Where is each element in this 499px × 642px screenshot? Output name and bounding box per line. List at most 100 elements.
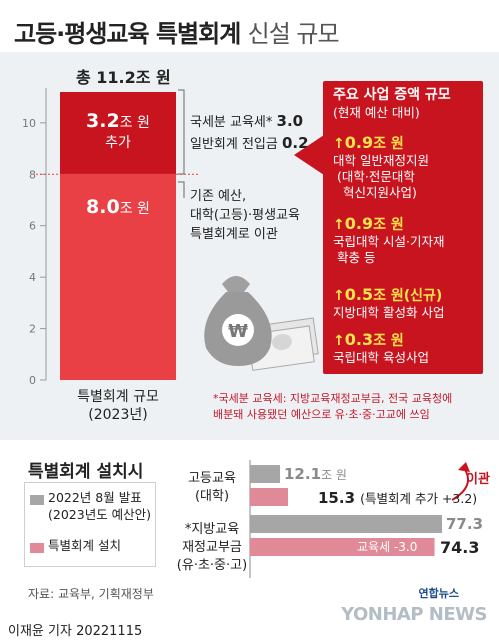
byline: 이재윤 기자 20221115 <box>8 624 143 639</box>
panel-item: ↑0.9조 원 국립대학 시설·기자재 확충 등 <box>333 214 444 266</box>
panel-amount-unit: 조 원(신규) <box>373 288 443 304</box>
group1-label-1: 고등교육 <box>188 471 236 486</box>
bottom-bar-label: 8.0조 원 <box>60 196 176 218</box>
bottom-unit: 조 원 <box>119 201 150 217</box>
panel-item-amount: ↑0.3조 원 <box>333 330 429 350</box>
g2-gray-bar <box>250 515 442 533</box>
g2-pink-value: 74.3 <box>440 538 480 557</box>
g1-gray-unit: 조 원 <box>321 468 347 482</box>
bar-segment-added <box>60 92 176 175</box>
add-line-1: 국세분 교육세* 3.0 <box>190 112 303 132</box>
legend-swatch-pink <box>30 543 44 553</box>
main-bar-chart: 0 2 4 6 8 10 <box>22 88 200 387</box>
logo-korean: 연합뉴스 <box>418 587 459 600</box>
panel-item-desc: 국립대학 시설·기자재 <box>333 234 445 249</box>
group2-label: *지방교육 재정교부금 (유·초·중·고) <box>174 521 250 575</box>
panel-item: ↑0.3조 원 국립대학 육성사업 <box>333 330 429 366</box>
panel-amount-unit: 조 원 <box>373 217 404 233</box>
top-caption: 추가 <box>105 135 131 151</box>
panel-title: 주요 사업 증액 규모 <box>333 87 451 103</box>
up-arrow-icon: ↑ <box>333 217 345 233</box>
bar-segment-base <box>60 174 176 380</box>
g1-pink-note: (특별회계 추가 +3.2) <box>360 491 478 506</box>
footnote-line-2: 배분돼 사용됐던 예산으로 유·초·중·고교에 쓰임 <box>213 408 430 421</box>
money-bag-icon: ₩ <box>204 276 319 371</box>
panel-amount-value: 0.5 <box>344 285 374 304</box>
panel-item-desc: 대학 일반재정지원 <box>333 153 429 168</box>
legend-label-2: 특별회계 설치 <box>48 538 121 553</box>
add-line1-value: 3.0 <box>276 112 304 130</box>
page-title: 고등·평생교육 특별회계 신설 규모 <box>14 14 340 49</box>
group2-label-2: 재정교부금 <box>182 540 242 555</box>
total-label: 총 11.2조 원 <box>76 68 171 87</box>
svg-text:₩: ₩ <box>228 321 248 342</box>
panel-amount-value: 0.9 <box>344 133 374 152</box>
base-line-1: 기존 예산, <box>190 189 247 204</box>
group1-label: 고등교육 (대학) <box>178 470 246 506</box>
y-tick-label: 10 <box>22 117 36 130</box>
legend-box <box>24 482 156 567</box>
panel-item: ↑0.5조 원(신규) 지방대학 활성화 사업 <box>333 285 444 321</box>
add-line-2: 일반회계 전입금 0.2 <box>190 134 309 154</box>
panel-item-desc: 지방대학 활성화 사업 <box>333 305 445 320</box>
panel-amount-value: 0.3 <box>344 330 374 349</box>
bottom-title: 특별회계 설치시 <box>28 462 144 482</box>
panel-item-desc: 혁신지원사업) <box>343 185 417 200</box>
g2-pink-inner: 교육세 -3.0 <box>357 540 418 554</box>
source-text: 자료: 교육부, 기획재정부 <box>28 587 154 601</box>
g2-gray-value: 77.3 <box>446 515 484 533</box>
panel-item-amount: ↑0.5조 원(신규) <box>333 285 444 305</box>
logo-english: YONHAP NEWS <box>341 604 487 625</box>
bracket-lines <box>178 89 185 198</box>
panel-amount-unit: 조 원 <box>373 136 404 152</box>
g1-gray-value: 12.1 <box>284 465 322 483</box>
add-line2-value: 0.2 <box>282 134 309 152</box>
g2-pink-bar <box>250 538 435 556</box>
up-arrow-icon: ↑ <box>333 333 345 349</box>
g1-gray-bar <box>250 465 281 483</box>
y-tick-label: 0 <box>29 374 36 387</box>
g1-gray-label: 12.1조 원 <box>284 464 347 483</box>
panel-subtitle: (현재 예산 대비) <box>333 105 420 120</box>
y-tick-label: 8 <box>29 168 36 181</box>
panel-item: ↑0.9조 원 대학 일반재정지원 (대학·전문대학 혁신지원사업) <box>333 133 429 201</box>
panel-item-desc: (대학·전문대학 <box>337 169 415 184</box>
panel-pointer <box>294 135 324 175</box>
horizontal-bars <box>250 465 442 556</box>
panel-item-desc: 국립대학 육성사업 <box>333 350 429 365</box>
transfer-label: 이관 <box>466 472 490 487</box>
legend-label-1a: 2022년 8월 발표 <box>48 490 142 505</box>
panel-amount-unit: 조 원 <box>373 333 404 349</box>
up-arrow-icon: ↑ <box>333 136 345 152</box>
bottom-amount: 8.0 <box>86 196 120 218</box>
top-amount: 3.2 <box>86 110 120 132</box>
footnote-line-1: *국세분 교육세: 지방교육재정교부금, 전국 교육청에 <box>213 392 453 405</box>
panel-item-amount: ↑0.9조 원 <box>333 214 444 234</box>
x-label-1: 특별회계 규모 <box>77 389 159 405</box>
g1-pink-label: 15.3 (특별회계 추가 +3.2) <box>318 488 477 507</box>
increase-panel <box>323 81 483 374</box>
top-unit: 조 원 <box>119 115 150 131</box>
y-axis: 0 2 4 6 8 10 <box>22 88 47 387</box>
panel-item-desc: 확충 등 <box>337 250 376 265</box>
y-tick-label: 6 <box>29 220 36 233</box>
add-line1-label: 국세분 교육세* <box>190 115 273 130</box>
y-tick-label: 4 <box>29 271 36 284</box>
title-main: 고등·평생교육 특별회계 <box>14 20 241 48</box>
bar-x-label: 특별회계 규모 (2023년) <box>60 388 176 424</box>
group2-label-1: *지방교육 <box>184 522 240 537</box>
y-tick-label: 2 <box>29 323 36 336</box>
group2-label-3: (유·초·중·고) <box>176 558 248 573</box>
up-arrow-icon: ↑ <box>333 288 345 304</box>
x-label-2: (2023년) <box>88 407 148 423</box>
top-bar-label: 3.2조 원 추가 <box>60 110 176 152</box>
g1-pink-bar <box>250 488 289 506</box>
base-line-3: 특별회계로 이관 <box>190 227 278 242</box>
panel-item-amount: ↑0.9조 원 <box>333 133 429 153</box>
stacked-bar <box>36 92 200 380</box>
legend-swatch-gray <box>30 495 44 505</box>
panel-amount-value: 0.9 <box>344 214 374 233</box>
group1-label-2: (대학) <box>194 489 230 504</box>
